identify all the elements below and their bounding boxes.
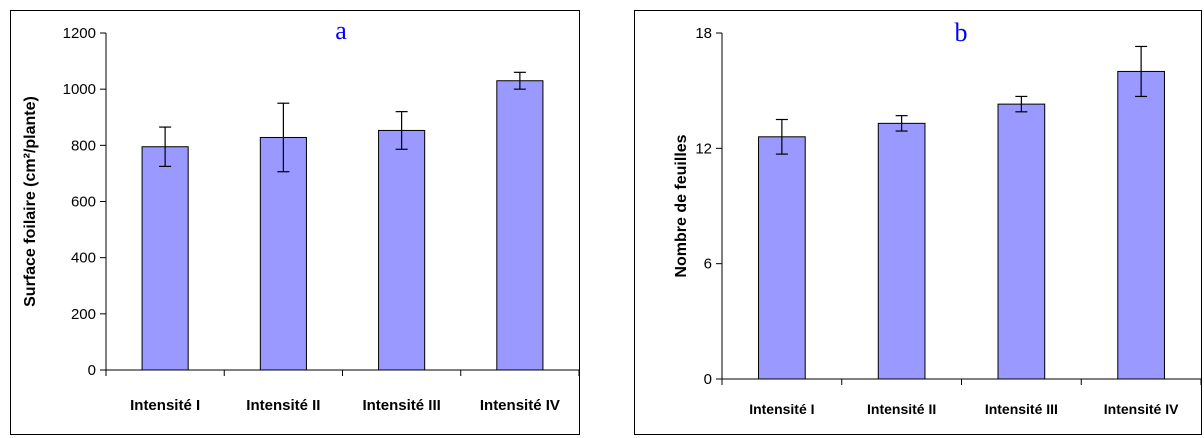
- chart-panel-a: 0 200 400 600 800 1000 1200 Intensité I Intensit…: [10, 10, 580, 435]
- bar: [758, 136, 806, 380]
- bar: [141, 146, 189, 371]
- panel-letter: b: [955, 18, 968, 47]
- bar: [1117, 70, 1165, 380]
- y-tick-label: 600: [71, 194, 96, 211]
- category-label: Intensité III: [362, 397, 440, 414]
- y-tick-label: 1200: [63, 25, 96, 42]
- y-tick-label: 12: [695, 140, 712, 157]
- chart-a-svg: 0 200 400 600 800 1000 1200 Intensité I Intensit…: [22, 16, 579, 414]
- y-tick-label: 0: [88, 362, 96, 379]
- y-axis-title: Nombre de feuilles: [673, 134, 690, 277]
- category-label: Intensité I: [749, 401, 814, 417]
- category-label: Intensité IV: [480, 397, 560, 414]
- category-label: Intensité II: [867, 401, 936, 417]
- category-label: Intensité III: [985, 401, 1058, 417]
- bar: [259, 136, 307, 371]
- y-tick-label: 400: [71, 250, 96, 267]
- chart-b-svg: 0 6 12 18 Intensité I Intensité II Intensité I…: [673, 18, 1201, 417]
- y-tick-label: 18: [695, 25, 712, 42]
- y-tick-label: 800: [71, 137, 96, 154]
- bar: [496, 80, 544, 371]
- bar: [877, 122, 926, 380]
- y-tick-label: 1000: [63, 81, 96, 98]
- y-tick-label: 200: [71, 306, 96, 323]
- y-tick-label: 0: [704, 371, 712, 388]
- bar: [997, 103, 1046, 380]
- chart-panel-b: 0 6 12 18 Intensité I Intensité II Intensité I…: [634, 10, 1202, 435]
- category-label: Intensité II: [246, 397, 320, 414]
- y-axis-title: Surface foilaire (cm²/plante): [22, 96, 39, 307]
- category-label: Intensité I: [130, 397, 200, 414]
- y-tick-label: 6: [704, 256, 712, 273]
- category-label: Intensité IV: [1104, 401, 1179, 417]
- panel-letter: a: [335, 16, 347, 45]
- bar: [378, 129, 426, 371]
